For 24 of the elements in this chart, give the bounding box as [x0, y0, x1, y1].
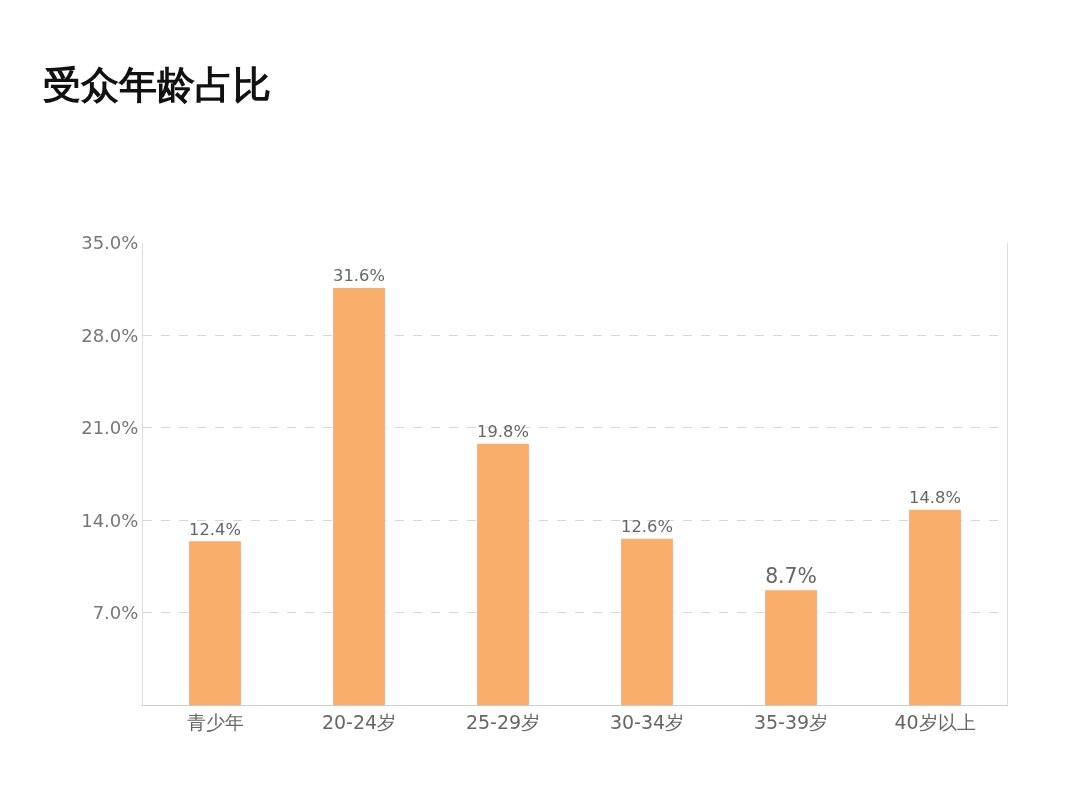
data-label: 12.4%	[189, 519, 241, 539]
bar	[189, 541, 241, 705]
x-tick-label: 青少年	[186, 710, 244, 733]
y-tick-label: 35.0%	[81, 232, 139, 254]
data-label: 14.8%	[909, 487, 961, 507]
bar	[477, 443, 529, 705]
data-label: 31.6%	[333, 266, 385, 286]
y-tick-label: 14.0%	[81, 509, 139, 531]
y-tick-label: 21.0%	[81, 417, 139, 439]
x-tick-label: 30-34岁	[609, 710, 685, 733]
y-tick-label: 28.0%	[81, 324, 139, 346]
bar	[765, 590, 817, 705]
chart-title: 受众年龄占比	[43, 62, 272, 107]
y-tick-label: 7.0%	[92, 601, 139, 623]
bar	[621, 538, 673, 705]
data-label: 12.6%	[621, 516, 673, 536]
x-tick-label: 25-29岁	[465, 710, 541, 733]
bar	[909, 509, 961, 705]
x-tick-label: 35-39岁	[753, 710, 829, 733]
bar	[333, 287, 385, 705]
x-tick-label: 20-24岁	[321, 710, 397, 733]
data-label: 8.7%	[765, 563, 817, 588]
data-label: 19.8%	[477, 421, 529, 441]
x-tick-label: 40岁以上	[894, 710, 976, 733]
